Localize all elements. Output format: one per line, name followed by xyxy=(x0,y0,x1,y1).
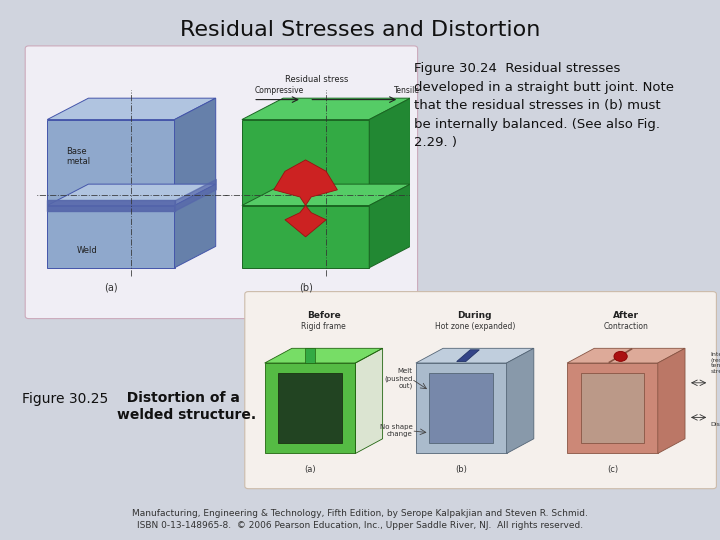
Text: Figure 30.24  Residual stresses
developed in a straight butt joint. Note
that th: Figure 30.24 Residual stresses developed… xyxy=(414,62,674,149)
Text: (a): (a) xyxy=(305,465,316,474)
Text: (b): (b) xyxy=(299,283,312,293)
Polygon shape xyxy=(416,363,507,454)
Text: Hot zone (expanded): Hot zone (expanded) xyxy=(435,322,515,332)
Text: (a): (a) xyxy=(104,283,117,293)
Text: Weld: Weld xyxy=(77,246,98,255)
Polygon shape xyxy=(265,363,356,454)
Text: Residual Stresses and Distortion: Residual Stresses and Distortion xyxy=(180,19,540,40)
Polygon shape xyxy=(416,348,534,363)
Text: Before: Before xyxy=(307,311,341,320)
Polygon shape xyxy=(242,119,369,206)
Polygon shape xyxy=(285,206,326,237)
Polygon shape xyxy=(429,373,493,443)
Polygon shape xyxy=(581,373,644,443)
Text: Distortion of a
welded structure.: Distortion of a welded structure. xyxy=(117,392,256,422)
Polygon shape xyxy=(174,98,216,206)
Polygon shape xyxy=(48,119,174,206)
Polygon shape xyxy=(658,348,685,454)
Text: No shape
change: No shape change xyxy=(380,424,413,437)
Text: Contraction: Contraction xyxy=(603,322,649,332)
Polygon shape xyxy=(242,184,410,206)
Text: During: During xyxy=(458,311,492,320)
Polygon shape xyxy=(274,160,338,206)
Text: (c): (c) xyxy=(607,465,618,474)
Text: Rigid frame: Rigid frame xyxy=(301,322,346,332)
Text: After: After xyxy=(613,311,639,320)
Polygon shape xyxy=(242,98,410,119)
Text: Residual stress: Residual stress xyxy=(285,75,348,84)
Text: Internal
(residual)
tensile
stress: Internal (residual) tensile stress xyxy=(711,352,720,374)
Polygon shape xyxy=(48,184,216,206)
Polygon shape xyxy=(265,348,382,363)
Polygon shape xyxy=(305,348,315,363)
Text: Manufacturing, Engineering & Technology, Fifth Edition, by Serope Kalpakjian and: Manufacturing, Engineering & Technology,… xyxy=(132,509,588,530)
Text: Figure 30.25: Figure 30.25 xyxy=(22,392,108,406)
FancyBboxPatch shape xyxy=(245,292,716,489)
Text: Tensile: Tensile xyxy=(394,86,420,96)
FancyBboxPatch shape xyxy=(25,46,418,319)
Polygon shape xyxy=(48,98,216,119)
Polygon shape xyxy=(567,363,658,454)
Polygon shape xyxy=(242,206,369,268)
Polygon shape xyxy=(369,184,410,268)
Text: Distortion: Distortion xyxy=(711,422,720,427)
Polygon shape xyxy=(278,373,342,443)
Polygon shape xyxy=(356,348,382,454)
Polygon shape xyxy=(48,206,174,268)
Text: Compressive: Compressive xyxy=(255,86,304,96)
Polygon shape xyxy=(567,348,685,363)
Polygon shape xyxy=(456,350,480,362)
Text: (b): (b) xyxy=(455,465,467,474)
Polygon shape xyxy=(507,348,534,454)
Polygon shape xyxy=(369,98,410,206)
Polygon shape xyxy=(174,184,216,268)
Circle shape xyxy=(614,352,627,361)
Text: Base
metal: Base metal xyxy=(66,147,90,166)
Text: Melt
(pushed
out): Melt (pushed out) xyxy=(384,368,413,389)
